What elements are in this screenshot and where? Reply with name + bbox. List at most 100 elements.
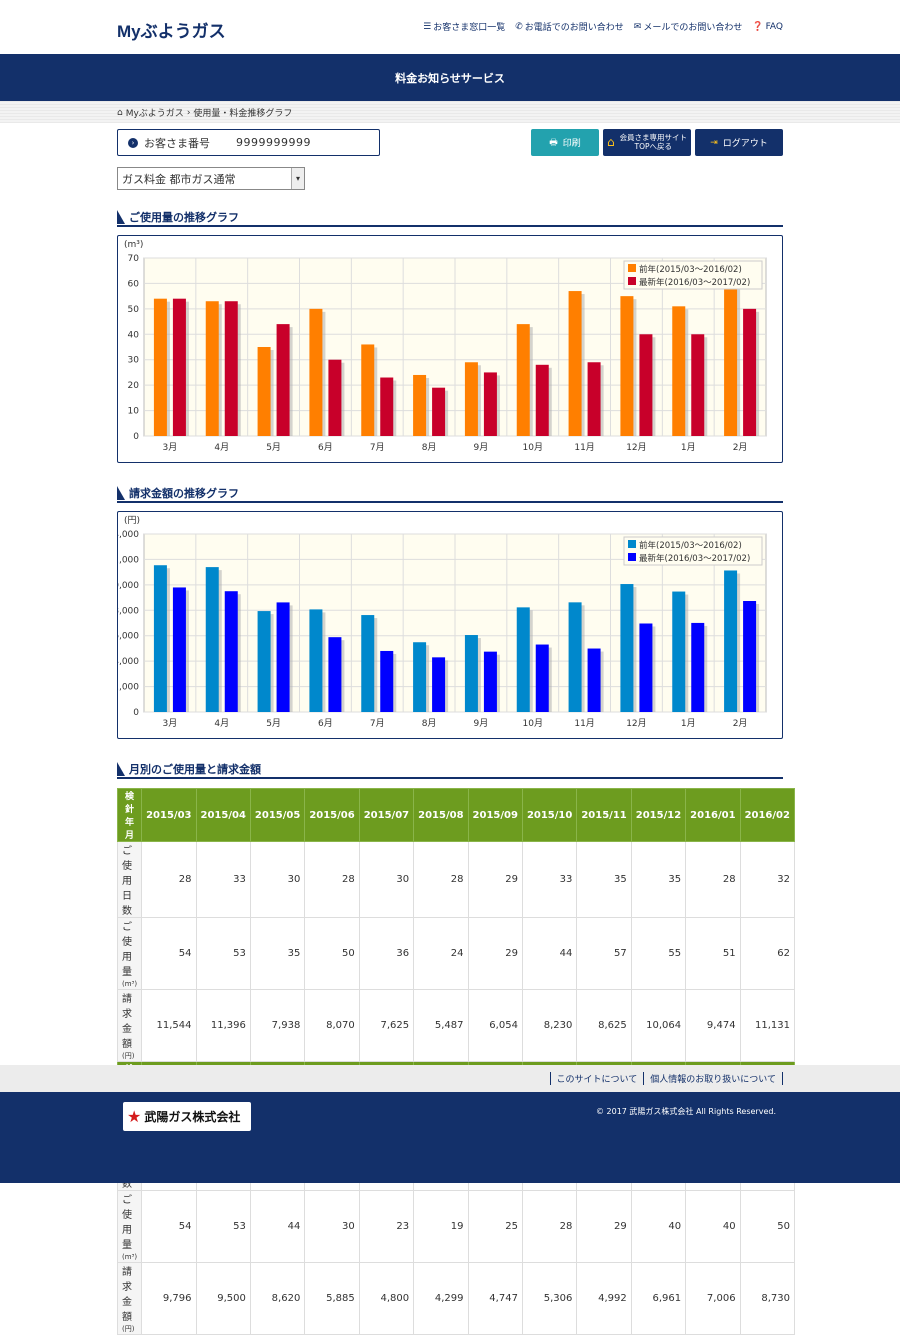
phone-icon: ✆ xyxy=(515,21,523,32)
table-cell: 53 xyxy=(195,1190,251,1263)
bill-chart-svg: (円) 0 2,000 4,000 6,000 8,000 10,000 12,000 14,0… xyxy=(118,515,767,729)
table-cell: 9,796 xyxy=(141,1262,197,1335)
home-icon: ⌂ xyxy=(606,134,615,149)
bar xyxy=(328,359,342,436)
chevron-circle-icon: › xyxy=(128,137,138,148)
y-tick-label: 12,000 xyxy=(118,555,139,565)
bar xyxy=(309,609,323,712)
table-row: 請求金額(円) 9,796 9,500 8,620 5,885 4,800 4,299 4,7… xyxy=(116,1262,795,1335)
table-cell: 44 xyxy=(249,1190,306,1263)
table-cell: 5,885 xyxy=(304,1262,360,1335)
x-tick-label: 11月 xyxy=(574,442,594,453)
x-tick-label: 4月 xyxy=(214,718,229,729)
table-cell: 24 xyxy=(413,917,469,990)
table-month-header: 2015/12 xyxy=(630,788,687,842)
x-tick-label: 12月 xyxy=(626,718,646,729)
bar xyxy=(276,324,290,436)
table-row: ご使用日数 28 33 30 28 30 28 29 33 35 35 28 32 xyxy=(116,841,795,918)
table-cell: 8,730 xyxy=(739,1262,795,1335)
bar xyxy=(432,657,446,712)
bar xyxy=(172,587,186,712)
table-cell: 28 xyxy=(413,841,469,918)
bar xyxy=(464,635,478,712)
table-row-label: 請求金額(円) xyxy=(116,989,143,1062)
copyright: © 2017 武陽ガス株式会社 All Rights Reserved. xyxy=(595,1107,776,1116)
star-icon: ★ xyxy=(127,1107,142,1126)
table-cell: 4,992 xyxy=(576,1262,632,1335)
legend-swatch xyxy=(628,264,636,272)
table-header-row: 検針年月 2015/03 2015/04 2015/05 2015/06 2015/07 2… xyxy=(116,788,795,842)
breadcrumb-home[interactable]: Myぶようガス xyxy=(125,109,184,119)
question-icon: ❓ xyxy=(752,21,764,32)
table-month-header: 2015/03 xyxy=(141,788,197,842)
member-top-button[interactable]: ⌂ 会員さま専用サイト TOPへ戻る xyxy=(603,129,691,156)
bar xyxy=(413,642,427,712)
table-cell: 29 xyxy=(467,917,523,990)
table-month-header: 2015/06 xyxy=(304,788,360,842)
table-cell: 11,396 xyxy=(195,989,251,1062)
logout-icon: ⇥ xyxy=(710,137,718,148)
legend-box xyxy=(623,260,763,290)
x-tick-label: 5月 xyxy=(266,718,281,729)
breadcrumb-bar: ⌂ Myぶようガス › 使用量・料金推移グラフ xyxy=(0,101,900,123)
footer: ★ 武陽ガス株式会社 © 2017 武陽ガス株式会社 All Rights Re… xyxy=(0,1092,900,1183)
bar xyxy=(724,570,738,712)
bar xyxy=(672,306,686,436)
table-month-header: 2015/07 xyxy=(358,788,415,842)
bar xyxy=(464,362,478,436)
bar xyxy=(276,602,290,712)
table-cell: 6,054 xyxy=(467,989,523,1062)
x-tick-label: 3月 xyxy=(163,442,178,453)
x-tick-label: 9月 xyxy=(474,442,489,453)
link-counter-list[interactable]: ☰ お客さま窓口一覧 xyxy=(423,21,506,34)
table-cell: 35 xyxy=(576,841,632,918)
x-tick-label: 2月 xyxy=(733,718,748,729)
logout-button[interactable]: ⇥ ログアウト xyxy=(695,129,783,156)
table-cell: 25 xyxy=(467,1190,523,1263)
table-row-label: ご使用量(m³) xyxy=(116,1190,143,1263)
table-cell: 4,800 xyxy=(358,1262,415,1335)
bar xyxy=(743,308,757,436)
x-tick-label: 10月 xyxy=(523,718,543,729)
table-row-label: ご使用日数 xyxy=(116,841,143,918)
table-cell: 54 xyxy=(141,917,197,990)
x-tick-label: 9月 xyxy=(474,718,489,729)
bar xyxy=(587,648,601,712)
link-about[interactable]: このサイトについて xyxy=(549,1072,644,1085)
table-cell: 4,299 xyxy=(413,1262,469,1335)
table-row: ご使用量(m³) 54 53 44 30 23 19 25 28 29 40 40 50 xyxy=(116,1190,795,1263)
legend-swatch xyxy=(628,540,636,548)
y-tick-label: 70 xyxy=(128,254,140,264)
link-mail[interactable]: ✉ メールでのお問い合わせ xyxy=(633,21,743,34)
table-cell: 30 xyxy=(358,841,415,918)
table-cell: 9,474 xyxy=(685,989,741,1062)
table-month-header: 2015/04 xyxy=(195,788,251,842)
gas-type-select[interactable]: ガス料金 都市ガス通常 ▾ xyxy=(117,167,305,190)
site-logo[interactable]: Myぶようガス xyxy=(117,22,226,41)
link-phone[interactable]: ✆ お電話でのお問い合わせ xyxy=(515,21,624,34)
legend-label: 前年(2015/03～2016/02) xyxy=(639,540,742,551)
table-cell: 5,487 xyxy=(413,989,469,1062)
table-header-label: 検針年月 xyxy=(116,788,143,842)
y-tick-label: 10 xyxy=(128,407,140,417)
member-top-label: 会員さま専用サイト TOPへ戻る xyxy=(619,133,688,151)
footer-links: このサイトについて 個人情報のお取り扱いについて xyxy=(549,1072,783,1085)
table-cell: 40 xyxy=(685,1190,741,1263)
section-usage-graph: ご使用量の推移グラフ xyxy=(117,209,783,227)
print-button[interactable]: 🖶 印刷 xyxy=(531,129,599,156)
link-faq[interactable]: ❓ FAQ xyxy=(752,21,783,32)
customer-label: お客さま番号 xyxy=(144,136,210,150)
link-privacy[interactable]: 個人情報のお取り扱いについて xyxy=(643,1072,783,1085)
y-tick-label: 30 xyxy=(128,356,140,366)
y-tick-label: 0 xyxy=(133,432,139,442)
y-tick-label: 60 xyxy=(128,279,140,289)
x-tick-label: 7月 xyxy=(370,442,385,453)
bar xyxy=(535,364,549,436)
x-tick-label: 4月 xyxy=(214,442,229,453)
table-cell: 23 xyxy=(358,1190,415,1263)
chevron-right-icon: › xyxy=(186,107,191,118)
table-month-header: 2015/10 xyxy=(521,788,578,842)
bar xyxy=(361,615,375,712)
bar xyxy=(568,602,582,712)
table-cell: 8,070 xyxy=(304,989,360,1062)
